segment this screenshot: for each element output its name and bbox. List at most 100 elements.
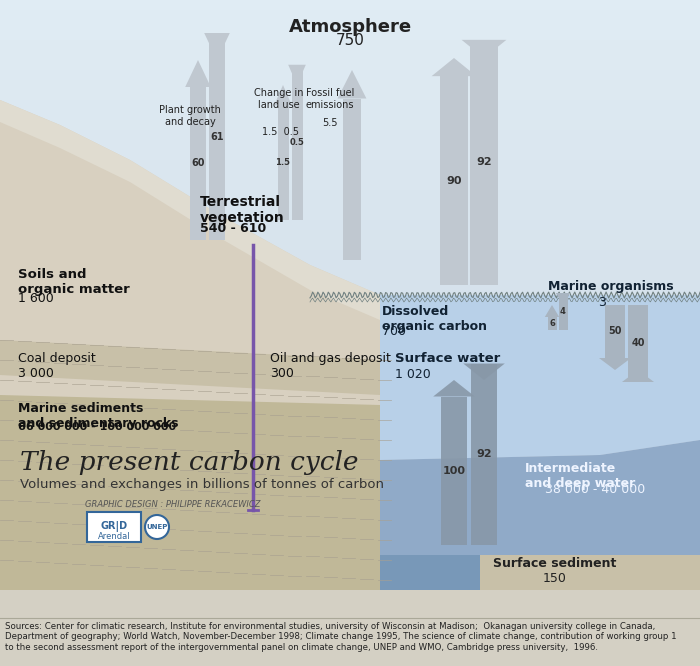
Polygon shape	[0, 100, 380, 320]
Polygon shape	[274, 85, 292, 105]
Bar	[0, 160, 700, 170]
Bar	[0, 220, 700, 230]
Text: Change in
land use: Change in land use	[254, 88, 304, 110]
Bar	[0, 320, 700, 330]
Bar	[0, 200, 700, 210]
Bar	[0, 80, 700, 90]
Bar	[0, 350, 700, 360]
Text: 150: 150	[543, 572, 567, 585]
Bar	[0, 40, 700, 50]
Text: 92: 92	[476, 450, 492, 460]
Polygon shape	[0, 340, 380, 395]
Polygon shape	[461, 40, 506, 58]
Bar	[277, 105, 288, 220]
Bar	[0, 250, 700, 260]
Bar	[0, 470, 700, 480]
Bar	[628, 305, 648, 382]
Bar	[0, 580, 700, 590]
Bar	[0, 290, 700, 300]
Bar	[190, 87, 206, 240]
Text: 60: 60	[191, 159, 204, 168]
Text: 3: 3	[598, 296, 606, 309]
Polygon shape	[599, 358, 631, 370]
Text: 700: 700	[382, 325, 406, 338]
Bar	[0, 380, 700, 390]
Bar	[0, 120, 700, 130]
Bar	[0, 530, 700, 540]
Bar	[291, 65, 302, 220]
Bar	[605, 305, 625, 358]
Bar	[0, 560, 700, 570]
Bar	[0, 390, 700, 400]
Bar	[0, 460, 700, 470]
Bar	[0, 600, 700, 666]
Bar	[440, 76, 468, 285]
Polygon shape	[186, 60, 211, 87]
Text: 38 000 - 40 000: 38 000 - 40 000	[545, 483, 645, 496]
Bar	[0, 230, 700, 240]
Text: 66 000 000 - 100 000 000: 66 000 000 - 100 000 000	[18, 422, 176, 432]
Bar	[0, 370, 700, 380]
Text: Marine sediments
and sedimentary rocks: Marine sediments and sedimentary rocks	[18, 402, 178, 430]
Text: 90: 90	[447, 176, 462, 186]
Text: Marine organisms: Marine organisms	[548, 280, 673, 293]
Bar	[0, 500, 700, 510]
Bar	[0, 280, 700, 290]
Bar	[0, 300, 700, 310]
Bar	[0, 50, 700, 60]
Polygon shape	[0, 395, 380, 590]
Text: Oil and gas deposit: Oil and gas deposit	[270, 352, 391, 365]
Text: 40: 40	[631, 338, 645, 348]
Bar	[0, 480, 700, 490]
Bar	[0, 570, 700, 580]
Polygon shape	[463, 364, 505, 380]
Bar	[0, 170, 700, 180]
Polygon shape	[337, 70, 366, 99]
Bar	[0, 330, 700, 340]
Text: 4: 4	[560, 307, 566, 316]
Text: Sources: Center for climatic research, Institute for environmental studies, univ: Sources: Center for climatic research, I…	[5, 622, 677, 652]
Bar	[0, 550, 700, 560]
Text: Intermediate
and deep water: Intermediate and deep water	[525, 462, 636, 490]
Text: Dissolved
organic carbon: Dissolved organic carbon	[382, 305, 487, 333]
Bar	[0, 440, 700, 450]
Bar	[471, 364, 497, 545]
Bar	[441, 396, 467, 545]
Bar	[0, 140, 700, 150]
Bar	[0, 430, 700, 440]
Text: Plant growth
and decay: Plant growth and decay	[159, 105, 221, 127]
Bar	[0, 30, 700, 40]
Bar	[0, 270, 700, 280]
Text: Soils and
organic matter: Soils and organic matter	[18, 268, 130, 296]
Text: GR|D: GR|D	[100, 521, 127, 532]
Bar	[0, 510, 700, 520]
Text: 50: 50	[608, 326, 622, 336]
Text: 1.5: 1.5	[276, 158, 290, 167]
Bar	[0, 420, 700, 430]
Bar	[0, 130, 700, 140]
Text: Coal deposit: Coal deposit	[18, 352, 96, 365]
Text: 0.5: 0.5	[290, 138, 304, 147]
Text: Atmosphere: Atmosphere	[288, 18, 412, 36]
Polygon shape	[380, 295, 700, 460]
Bar	[343, 99, 361, 260]
Bar	[0, 590, 700, 666]
Bar	[0, 150, 700, 160]
Polygon shape	[204, 33, 230, 60]
Text: 1 020: 1 020	[395, 368, 430, 381]
Bar	[0, 340, 700, 350]
Bar	[0, 450, 700, 460]
Bar	[209, 33, 225, 240]
Polygon shape	[380, 440, 700, 555]
Text: GRAPHIC DESIGN : PHILIPPE REKACEWICZ: GRAPHIC DESIGN : PHILIPPE REKACEWICZ	[85, 500, 260, 509]
Bar	[0, 210, 700, 220]
Text: 1.5  0.5: 1.5 0.5	[262, 127, 298, 137]
Text: Volumes and exchanges in billions of tonnes of carbon: Volumes and exchanges in billions of ton…	[20, 478, 384, 491]
Bar	[0, 20, 700, 30]
Bar	[547, 317, 556, 330]
Bar	[0, 590, 700, 600]
Text: Terrestrial
vegetation: Terrestrial vegetation	[200, 195, 285, 225]
Text: Surface water: Surface water	[395, 352, 500, 365]
Bar	[0, 260, 700, 270]
Bar	[0, 90, 700, 100]
